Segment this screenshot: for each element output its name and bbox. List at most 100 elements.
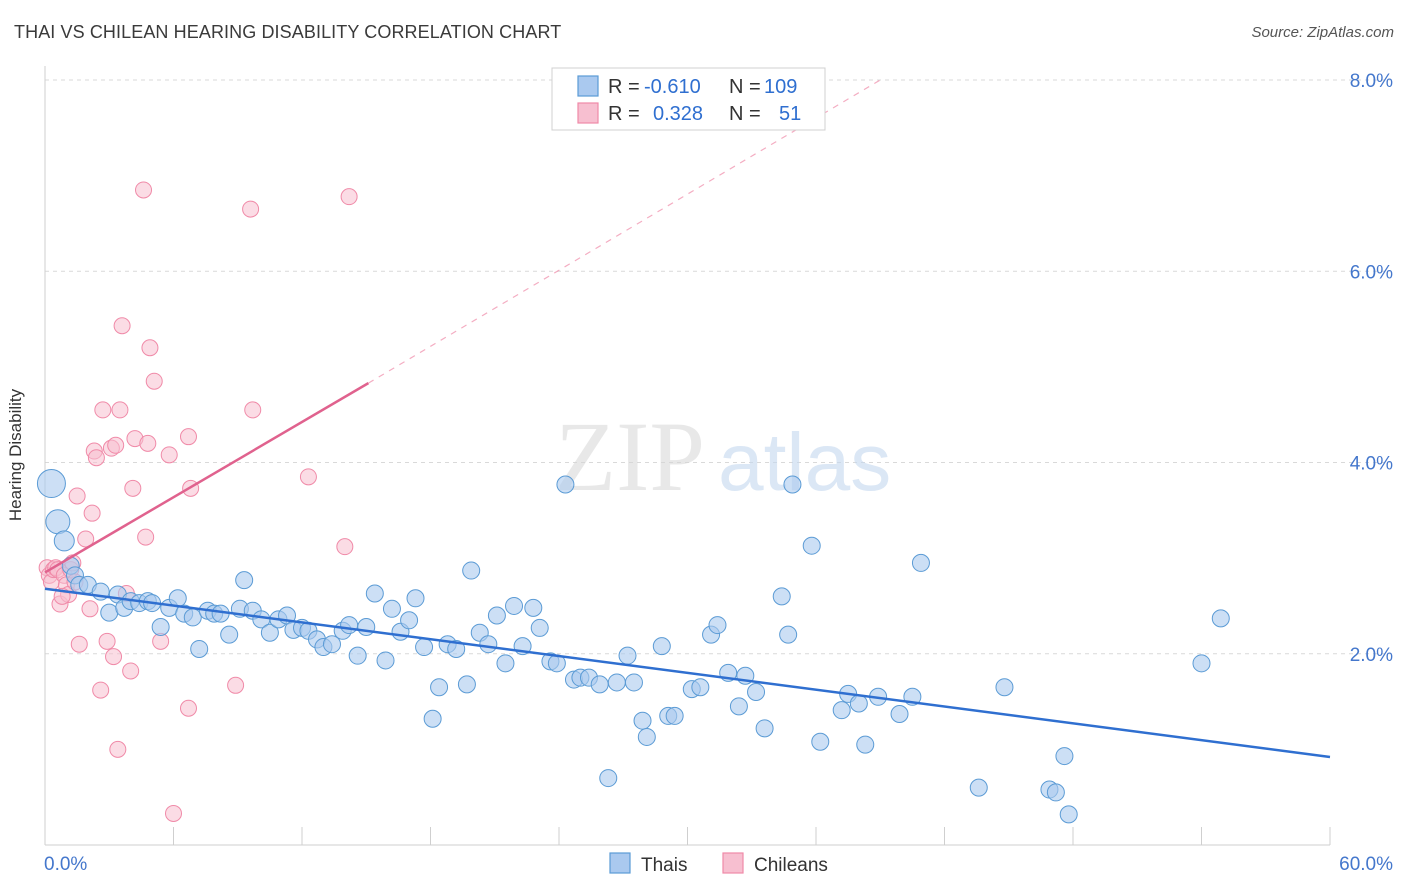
chilean-point	[336, 538, 354, 556]
thai-point	[618, 646, 637, 665]
watermark-zip: ZIP	[555, 401, 705, 512]
y-tick-label: 8.0%	[1350, 71, 1393, 92]
thai-point	[235, 571, 254, 590]
thai-point	[322, 635, 341, 654]
chilean-point	[98, 632, 116, 650]
thai-point	[995, 678, 1014, 697]
thai-point	[430, 678, 449, 697]
chilean-point	[83, 504, 101, 522]
chilean-point	[141, 339, 159, 357]
thai-point	[969, 778, 988, 797]
thais-r-value: -0.610	[644, 76, 701, 98]
watermark: ZIP atlas	[555, 401, 891, 512]
chilean-point	[135, 181, 153, 199]
thai-point	[755, 719, 774, 738]
thai-point	[832, 701, 851, 720]
thai-point	[1192, 654, 1211, 673]
chilean-point	[242, 200, 260, 218]
chilean-point	[113, 317, 131, 335]
chilean-point	[160, 446, 178, 464]
stats-legend: R = -0.610 N = 109 R = 0.328 N = 51	[551, 67, 826, 131]
thai-point	[415, 638, 434, 657]
chilean-point	[77, 530, 95, 548]
chileans-trend-extension	[368, 79, 881, 384]
thai-point	[53, 530, 75, 552]
thai-point	[811, 732, 830, 751]
chilean-point	[340, 188, 358, 206]
thai-point	[100, 603, 119, 622]
chilean-point	[107, 436, 125, 454]
tick-labels: 2.0% 4.0% 6.0% 8.0% 0.0% 60.0%	[44, 71, 1393, 875]
chilean-point	[122, 662, 140, 680]
chilean-point	[109, 740, 127, 758]
thai-point	[400, 611, 419, 630]
y-tick-label: 4.0%	[1350, 454, 1393, 475]
legend-thais-label: Thais	[641, 855, 687, 876]
chilean-point	[105, 648, 123, 666]
thai-point	[348, 646, 367, 665]
thai-point	[590, 675, 609, 694]
thai-point	[652, 637, 671, 656]
chilean-point	[244, 401, 262, 419]
thai-point	[496, 654, 515, 673]
thai-point	[487, 606, 506, 625]
thai-point	[772, 587, 791, 606]
watermark-atlas: atlas	[718, 417, 891, 508]
thai-point	[1055, 747, 1074, 766]
legend-thais-swatch	[609, 852, 631, 874]
chilean-point	[70, 635, 88, 653]
thai-point	[708, 616, 727, 635]
chileans-r-label: R =	[608, 103, 640, 125]
chilean-point	[137, 528, 155, 546]
chileans-trend-line	[44, 382, 370, 574]
chilean-point	[179, 428, 197, 446]
thais-legend-swatch	[577, 75, 599, 97]
thai-point	[1046, 783, 1065, 802]
thai-point	[45, 509, 71, 535]
thai-point	[183, 608, 202, 627]
thai-point	[911, 553, 930, 572]
thais-n-label: N =	[729, 76, 761, 98]
thai-point	[890, 704, 909, 723]
thai-point	[447, 639, 466, 658]
y-tick-label: 2.0%	[1350, 645, 1393, 666]
chilean-point	[68, 487, 86, 505]
series-legend: Thais Chileans	[609, 852, 828, 876]
thais-r-label: R =	[608, 76, 640, 98]
thai-point	[357, 617, 376, 636]
thai-point	[624, 673, 643, 692]
gridlines	[45, 79, 1390, 655]
chilean-point	[299, 468, 317, 486]
thai-point	[691, 678, 710, 697]
thai-point	[260, 623, 279, 642]
thai-point	[783, 475, 802, 494]
thai-point	[747, 683, 766, 701]
y-tick-label: 6.0%	[1350, 262, 1393, 283]
thai-point	[220, 625, 239, 644]
chilean-point	[81, 600, 99, 618]
thai-point	[479, 635, 498, 654]
thais-trend-line	[44, 587, 1331, 759]
legend-chileans-label: Chileans	[754, 855, 828, 876]
thai-point	[637, 727, 656, 746]
chileans-r-value: 0.328	[653, 103, 703, 125]
chilean-point	[227, 676, 245, 694]
chilean-point	[92, 681, 110, 699]
thai-point	[151, 617, 170, 636]
axes	[44, 66, 1331, 846]
thai-point	[505, 596, 524, 615]
thais-n-value: 109	[764, 76, 797, 98]
thai-point	[779, 625, 798, 644]
thai-point	[802, 536, 821, 555]
chileans-points	[38, 181, 358, 822]
chileans-n-label: N =	[729, 103, 761, 125]
thai-point	[1211, 609, 1230, 628]
legend-chileans-swatch	[722, 852, 744, 874]
thai-point	[856, 735, 875, 754]
thais-points	[36, 469, 1230, 824]
thai-point	[457, 675, 476, 694]
thai-point	[365, 584, 384, 603]
thai-point	[382, 599, 401, 618]
thai-point	[524, 598, 543, 617]
